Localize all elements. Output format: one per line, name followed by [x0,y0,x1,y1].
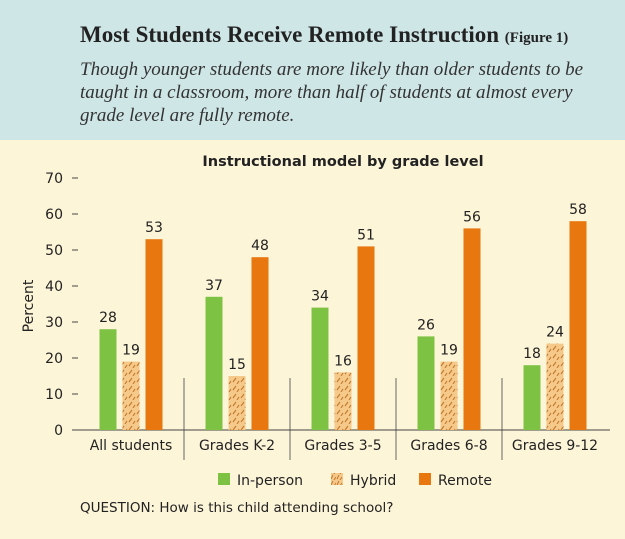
legend-swatch-remote [419,473,431,485]
y-tick-label: 10 [45,387,63,403]
bar-in-person-grades-6-8 [417,336,435,430]
data-label-hybrid-all-students: 19 [122,343,140,359]
bar-remote-grades-6-8 [463,228,481,430]
legend-label-remote: Remote [438,473,492,489]
data-label-hybrid-grades-9-12: 24 [546,325,564,341]
y-axis: 0 10 20 30 40 50 60 70 [45,171,78,439]
bar-hybrid-grades-3-5 [334,372,352,430]
y-tick-label: 50 [45,243,63,259]
data-label-remote-grades-3-5: 51 [357,227,375,243]
x-axis: All students Grades K-2 Grades 3-5 Grades 6… [90,438,598,454]
data-label-in-person-grades-9-12: 18 [523,346,541,362]
data-label-remote-all-students: 53 [145,220,163,236]
bars: 28 19 53 37 15 48 34 16 51 26 19 56 18 24 58 [99,202,587,430]
data-label-remote-grades-6-8: 56 [463,209,481,225]
bar-hybrid-grades-k-2 [228,376,246,430]
x-tick-label: Grades 3-5 [304,438,381,454]
bar-remote-grades-3-5 [357,246,375,430]
data-label-in-person-grades-6-8: 26 [417,317,435,333]
x-tick-label: All students [90,438,173,454]
figure-subtitle: Though younger students are more likely … [80,59,584,126]
data-label-remote-grades-k-2: 48 [251,238,269,254]
bar-remote-grades-9-12 [569,221,587,430]
y-tick-label: 20 [45,351,63,367]
bar-in-person-grades-k-2 [205,296,223,430]
bar-remote-grades-k-2 [251,257,269,430]
x-tick-label: Grades 9-12 [512,438,598,454]
legend: In-person Hybrid Remote [218,473,492,489]
data-label-hybrid-grades-k-2: 15 [228,357,246,373]
bar-in-person-grades-3-5 [311,307,329,430]
group-separators [183,378,503,460]
question-text: QUESTION: How is this child attending sc… [80,500,394,516]
chart-title: Instructional model by grade level [202,154,483,170]
x-tick-label: Grades K-2 [199,438,275,454]
data-label-in-person-grades-3-5: 34 [311,289,329,305]
legend-label-hybrid: Hybrid [350,473,396,489]
bar-in-person-grades-9-12 [523,365,541,430]
legend-label-in-person: In-person [237,473,303,489]
title-text: Most Students Receive Remote Instruction [80,22,500,47]
header-band: Most Students Receive Remote Instruction… [0,0,625,140]
bar-in-person-all-students [99,329,117,430]
bar-hybrid-all-students [122,361,140,430]
data-label-remote-grades-9-12: 58 [569,202,587,218]
y-tick-label: 70 [45,171,63,187]
legend-swatch-in-person [218,473,230,485]
data-label-hybrid-grades-3-5: 16 [334,353,352,369]
data-label-in-person-all-students: 28 [99,310,117,326]
figure-label: (Figure 1) [504,30,569,46]
bar-hybrid-grades-9-12 [546,343,564,430]
y-tick-label: 60 [45,207,63,223]
data-label-hybrid-grades-6-8: 19 [440,343,458,359]
y-tick-label: 30 [45,315,63,331]
data-label-in-person-grades-k-2: 37 [205,278,223,294]
y-tick-label: 0 [54,423,63,439]
y-tick-label: 40 [45,279,63,295]
x-tick-label: Grades 6-8 [410,438,487,454]
bar-remote-all-students [145,239,163,430]
legend-swatch-hybrid [331,473,343,485]
bar-hybrid-grades-6-8 [440,361,458,430]
figure-title: Most Students Receive Remote Instruction… [80,22,568,48]
y-axis-label: Percent [21,279,37,332]
